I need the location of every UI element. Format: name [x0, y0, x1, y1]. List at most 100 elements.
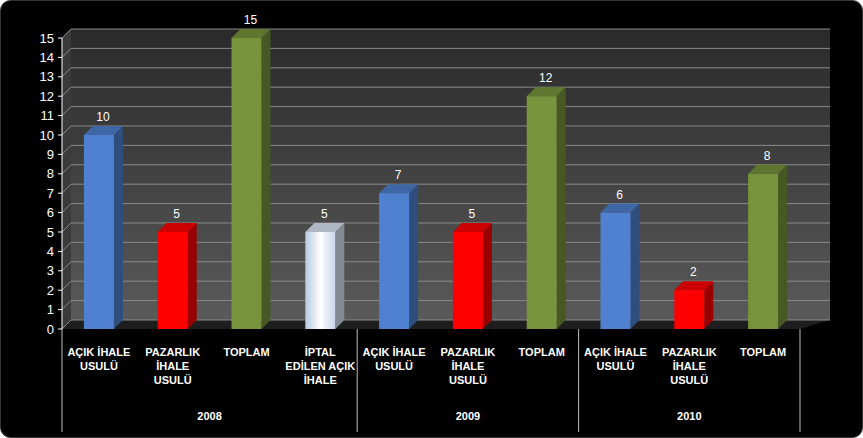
tick-label: 9 — [47, 147, 54, 162]
tick-mark — [58, 38, 62, 39]
grid-line — [62, 145, 830, 154]
group-labels: 200820092010 — [62, 329, 800, 432]
category-line: USULÜ — [375, 360, 413, 372]
grid-line — [62, 29, 830, 38]
category-line: USULÜ — [597, 360, 635, 372]
tick-label: 11 — [41, 108, 55, 123]
bar-side — [557, 87, 566, 329]
category-line: TOPLAM — [519, 346, 565, 358]
category-line: TOPLAM — [740, 346, 786, 358]
category-line: USULÜ — [154, 374, 192, 386]
category-line: USULÜ — [449, 374, 487, 386]
bar-side — [631, 204, 640, 329]
category-line: EDİLEN AÇIK — [285, 360, 355, 372]
category-line: USULÜ — [80, 360, 118, 372]
tick-mark — [58, 329, 62, 330]
category-label: İPTALEDİLEN AÇIKİHALE — [285, 346, 355, 386]
group-separator — [578, 329, 579, 432]
category-label: PAZARLIKİHALEUSULÜ — [145, 346, 200, 386]
tick-label: 7 — [47, 186, 54, 201]
bar-top — [232, 29, 271, 38]
tick-mark — [58, 154, 62, 155]
group-separator — [800, 329, 801, 432]
bar-top — [748, 165, 787, 174]
tick-mark — [58, 212, 62, 213]
tick-mark — [58, 193, 62, 194]
tick-label: 4 — [47, 244, 54, 259]
tick-mark — [58, 232, 62, 233]
bar — [453, 232, 483, 329]
bar-group — [527, 87, 566, 329]
grid-line — [62, 87, 830, 96]
bar — [527, 96, 557, 329]
bar-top — [674, 281, 713, 290]
bar-group — [84, 126, 123, 329]
category-line: İHALE — [451, 360, 484, 372]
tick-mark — [58, 290, 62, 291]
bars — [84, 29, 787, 329]
bar-group — [748, 165, 787, 329]
grid-line — [62, 48, 830, 57]
bar-group — [674, 281, 713, 329]
tick-label: 1 — [47, 302, 54, 317]
category-label: PAZARLIKİHALEUSULÜ — [441, 346, 496, 386]
bar-top — [601, 204, 640, 213]
bar-side — [335, 223, 344, 329]
data-label: 5 — [173, 207, 180, 221]
side-wall — [62, 29, 71, 329]
data-label: 2 — [690, 265, 697, 279]
group-separator — [357, 329, 358, 432]
category-label: AÇIK İHALE USULÜ — [363, 346, 426, 372]
data-label: 8 — [764, 149, 771, 163]
category-line: AÇIK İHALE — [363, 346, 426, 358]
bar-side — [114, 126, 123, 329]
category-line: USULÜ — [670, 374, 708, 386]
tick-label: 2 — [47, 283, 54, 298]
tick-mark — [58, 309, 62, 310]
category-line: AÇIK İHALE — [67, 346, 130, 358]
tick-label: 14 — [40, 50, 54, 65]
bar — [232, 38, 262, 329]
category-label: AÇIK İHALE USULÜ — [67, 346, 130, 372]
bar-group — [453, 223, 492, 329]
category-label: AÇIK İHALEUSULÜ — [584, 346, 647, 372]
bar-side — [188, 223, 197, 329]
group-label: 2009 — [456, 410, 480, 422]
bar-group — [601, 204, 640, 329]
bar — [674, 290, 704, 329]
bar-top — [158, 223, 197, 232]
bar — [158, 232, 188, 329]
bar — [748, 174, 778, 329]
tick-label: 15 — [40, 31, 54, 46]
data-label: 15 — [244, 13, 258, 27]
data-label: 5 — [321, 207, 328, 221]
category-label: TOPLAM — [223, 346, 269, 358]
bar-side — [778, 165, 787, 329]
bar-top — [305, 223, 344, 232]
category-line: İPTAL — [305, 346, 336, 358]
bar-group — [305, 223, 344, 329]
tick-mark — [58, 135, 62, 136]
category-labels: AÇIK İHALEUSULÜPAZARLIKİHALEUSULÜTOPLAMİ… — [67, 346, 786, 386]
bar-top — [527, 87, 566, 96]
tick-label: 13 — [40, 69, 54, 84]
category-label: TOPLAM — [740, 346, 786, 358]
data-label: 6 — [616, 188, 623, 202]
data-labels: 1051557512628 — [96, 13, 771, 279]
tick-mark — [58, 96, 62, 97]
tick-label: 3 — [47, 263, 54, 278]
grid-line — [62, 68, 830, 77]
tick-mark — [58, 173, 62, 174]
data-label: 10 — [96, 110, 110, 124]
bar — [305, 232, 335, 329]
tick-label: 5 — [47, 225, 54, 240]
group-separator — [62, 329, 63, 432]
tick-label: 10 — [40, 128, 54, 143]
grid-line — [62, 107, 830, 116]
bar — [84, 135, 114, 329]
background — [1, 1, 863, 438]
category-line: TOPLAM — [223, 346, 269, 358]
bar-top — [453, 223, 492, 232]
grid — [58, 29, 830, 329]
category-line: İHALE — [156, 360, 189, 372]
